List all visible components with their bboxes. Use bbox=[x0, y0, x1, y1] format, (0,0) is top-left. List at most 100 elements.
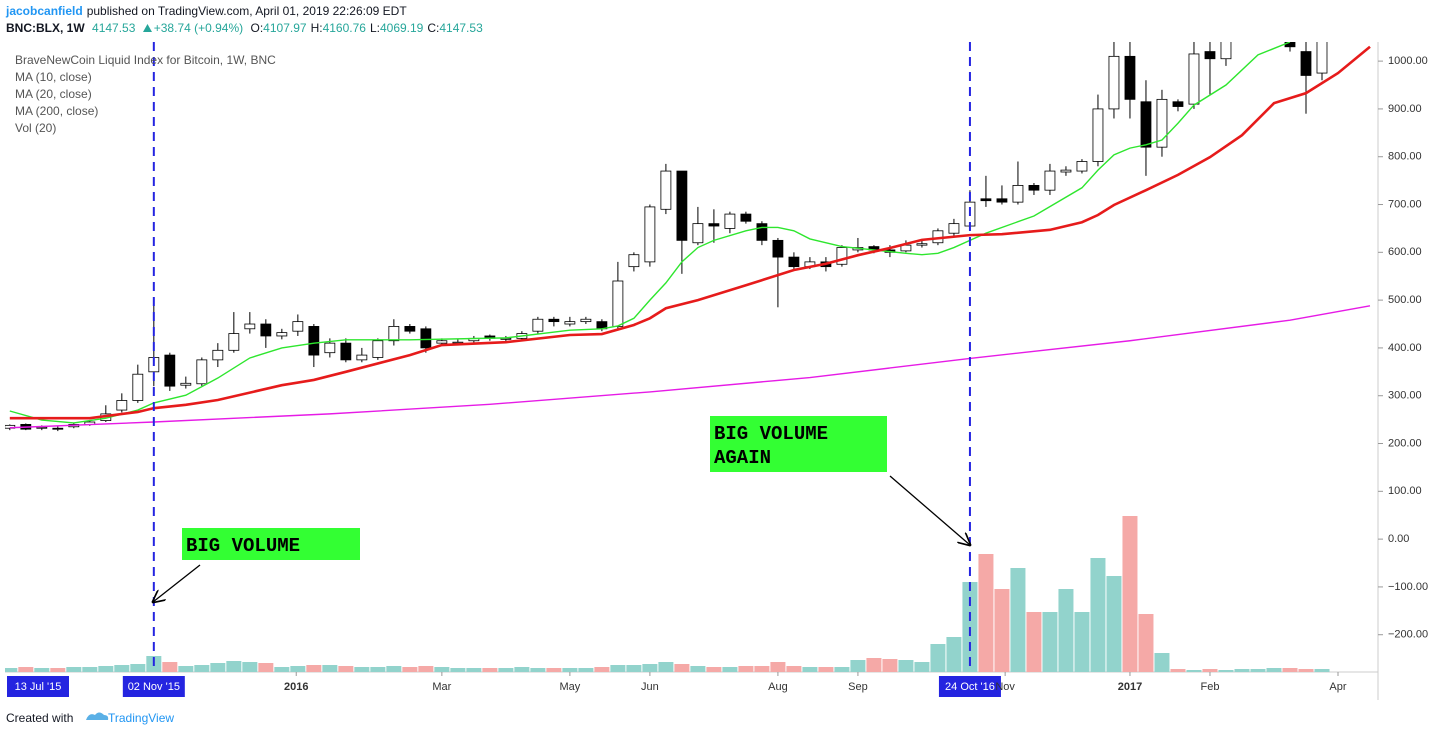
volume-bar bbox=[178, 666, 194, 672]
candle-body bbox=[340, 342, 352, 361]
volume-bar bbox=[1282, 668, 1298, 672]
ma-line bbox=[9, 42, 1291, 424]
volume-bar bbox=[434, 667, 450, 672]
candle-body bbox=[532, 318, 544, 332]
candle-body bbox=[1124, 55, 1136, 100]
candle-body bbox=[1172, 101, 1184, 107]
volume-bar bbox=[722, 667, 738, 672]
volume-bar bbox=[674, 664, 690, 672]
volume-bar bbox=[914, 662, 930, 672]
volume-bar bbox=[610, 665, 626, 672]
volume-bar bbox=[226, 661, 242, 672]
volume-bar bbox=[946, 637, 962, 672]
ohlc-label: O: bbox=[250, 21, 264, 35]
candle-body bbox=[292, 321, 304, 332]
candle-body bbox=[164, 354, 176, 387]
ma-line bbox=[9, 305, 1371, 429]
arrow bbox=[889, 475, 970, 545]
volume-bar bbox=[66, 667, 82, 672]
volume-bar bbox=[482, 668, 498, 672]
candle-body bbox=[1284, 42, 1296, 48]
y-tick-label: 0.00 bbox=[1388, 533, 1409, 545]
volume-bar bbox=[658, 662, 674, 672]
y-tick-label: 300.00 bbox=[1388, 390, 1422, 402]
volume-bar bbox=[1218, 670, 1234, 672]
x-tick-label: Apr bbox=[1329, 681, 1346, 693]
volume-bar bbox=[498, 668, 514, 672]
candle-body bbox=[836, 247, 848, 265]
x-tick-label: Aug bbox=[768, 681, 788, 693]
y-tick-label: 600.00 bbox=[1388, 246, 1422, 258]
volume-bar bbox=[370, 667, 386, 672]
volume-bar bbox=[1090, 558, 1106, 672]
volume-bar bbox=[562, 668, 578, 672]
chart-title: BraveNewCoin Liquid Index for Bitcoin, 1… bbox=[15, 53, 276, 67]
arrow bbox=[153, 564, 201, 602]
candle-body bbox=[244, 323, 256, 330]
candle-body bbox=[580, 318, 592, 323]
legend-item: MA (200, close) bbox=[15, 104, 98, 118]
ohlc-label: C: bbox=[427, 21, 440, 35]
ohlc-value: 4147.53 bbox=[439, 21, 483, 35]
candle-body bbox=[564, 321, 576, 325]
volume-bar bbox=[834, 667, 850, 672]
volume-bar bbox=[1010, 568, 1026, 672]
plot bbox=[5, 23, 1371, 672]
published: published on TradingView.com, April 01, … bbox=[86, 4, 407, 18]
candle-body bbox=[1188, 53, 1200, 105]
candle-body bbox=[52, 427, 64, 430]
candle-body bbox=[132, 373, 144, 401]
candle-body bbox=[420, 328, 432, 349]
candle-body bbox=[1044, 170, 1056, 191]
x-tick-label: Feb bbox=[1200, 681, 1219, 693]
candle-body bbox=[996, 198, 1008, 203]
volume-bar bbox=[1154, 653, 1170, 672]
candle-body bbox=[948, 223, 960, 234]
user-link[interactable]: jacobcanfield bbox=[6, 4, 83, 18]
symbol: BNC:BLX, 1W bbox=[6, 21, 85, 35]
volume-bar bbox=[706, 667, 722, 672]
volume-bar bbox=[274, 667, 290, 672]
volume-bar bbox=[1138, 614, 1154, 672]
candle-body bbox=[5, 424, 16, 429]
volume-bar bbox=[242, 662, 258, 672]
volume-bar bbox=[290, 666, 306, 672]
volume-bar bbox=[754, 666, 770, 672]
volume-bar bbox=[930, 644, 946, 672]
tv-logo bbox=[86, 712, 109, 720]
ohlc: O:4107.97 H:4160.76 L:4069.19 C:4147.53 bbox=[251, 21, 487, 35]
legend-item: Vol (20) bbox=[15, 121, 56, 135]
footer-brand[interactable]: TradingView bbox=[108, 711, 174, 725]
candle-body bbox=[388, 326, 400, 342]
volume-bar bbox=[1298, 669, 1314, 672]
change: +38.74 (+0.94%) bbox=[153, 21, 244, 35]
candle-body bbox=[36, 426, 48, 429]
y-tick-label: 1000.00 bbox=[1388, 55, 1428, 67]
volume-bar bbox=[1122, 516, 1138, 672]
candle-body bbox=[1028, 184, 1040, 191]
candle-body bbox=[692, 223, 704, 244]
volume-bar bbox=[210, 663, 226, 672]
volume-bar bbox=[1250, 669, 1266, 672]
candle-body bbox=[1204, 51, 1216, 60]
volume-bar bbox=[738, 666, 754, 672]
candle-body bbox=[372, 340, 384, 358]
volume-bar bbox=[1074, 612, 1090, 672]
volume-bar bbox=[578, 668, 594, 672]
y-tick-label: 100.00 bbox=[1388, 485, 1422, 497]
x-tick-label: 2017 bbox=[1118, 681, 1142, 693]
candle-body bbox=[772, 239, 784, 258]
candle-body bbox=[644, 206, 656, 263]
volume-bar bbox=[546, 668, 562, 672]
volume-bar bbox=[322, 665, 338, 672]
volume-bar bbox=[1202, 669, 1218, 672]
annotation-text: AGAIN bbox=[714, 447, 771, 469]
volume-bar bbox=[1314, 669, 1330, 672]
candle-body bbox=[1237, 23, 1247, 37]
volume-bar bbox=[5, 668, 18, 672]
legend-item: MA (20, close) bbox=[15, 87, 92, 101]
x-tick-label: Mar bbox=[432, 681, 451, 693]
volume-bar bbox=[866, 658, 882, 672]
candle-body bbox=[548, 318, 560, 323]
